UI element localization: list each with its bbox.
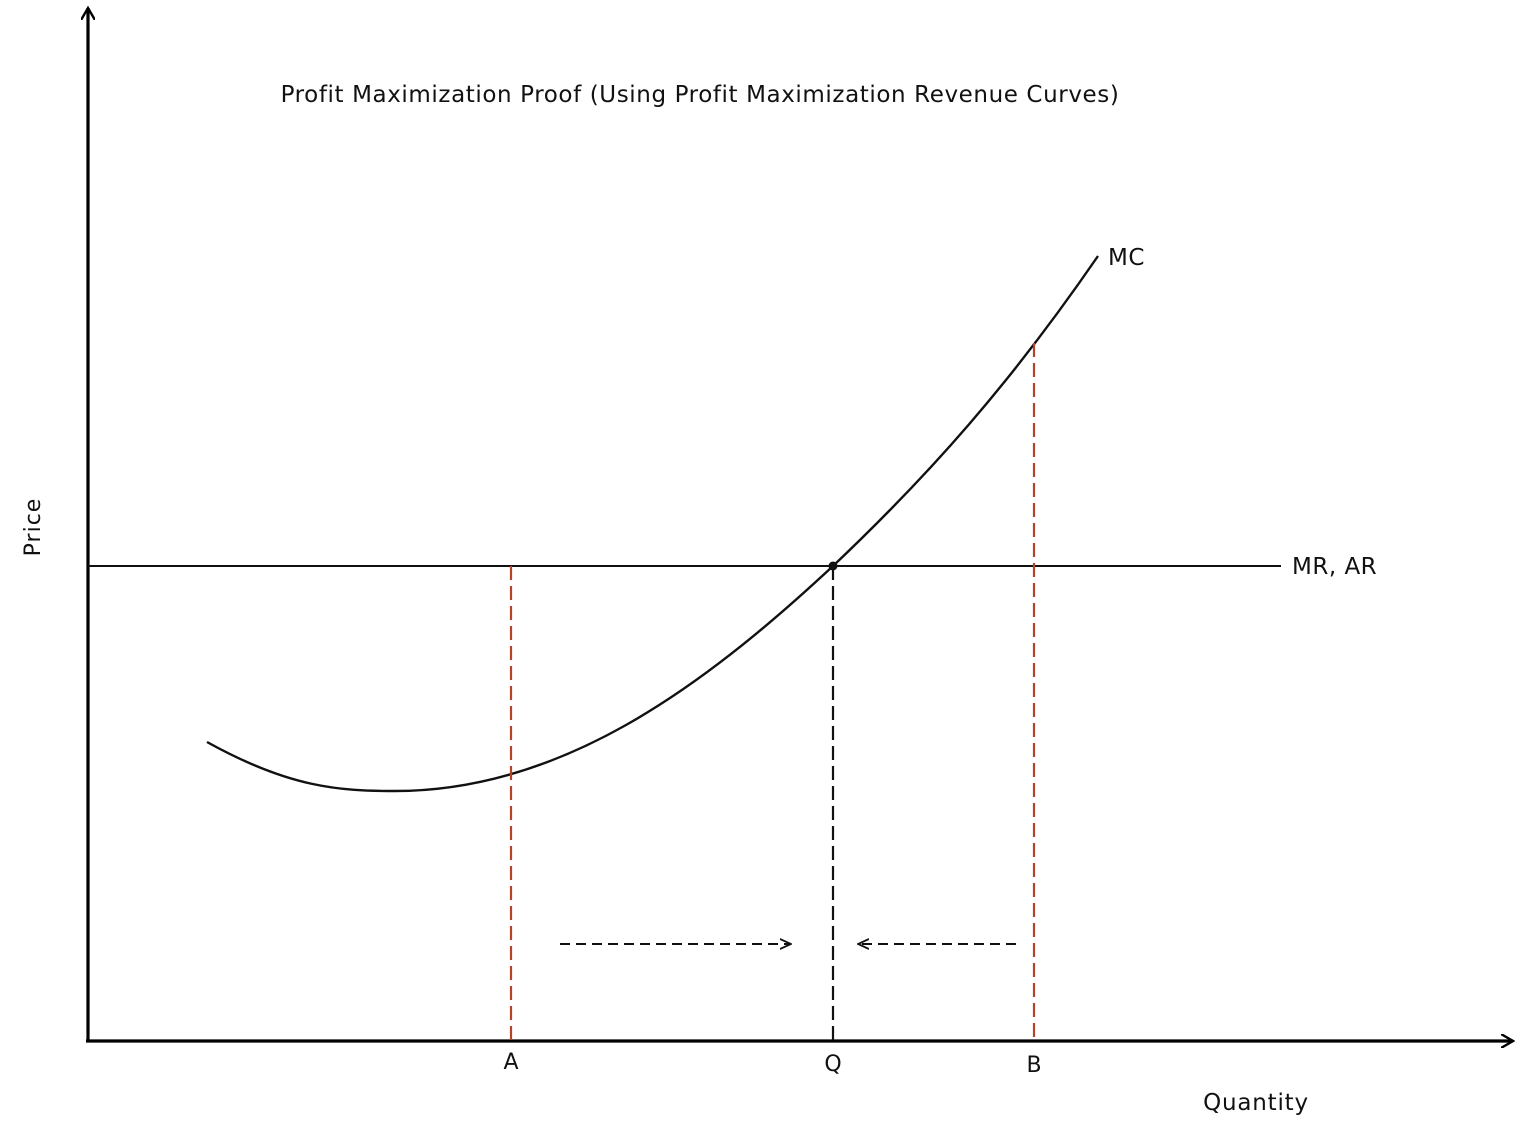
- optimum-point: [828, 561, 838, 571]
- quantity-b-label: B: [1026, 1053, 1041, 1078]
- mr-ar-label: MR, AR: [1292, 554, 1377, 580]
- mc-curve: [206, 255, 1099, 793]
- quantity-a-label: A: [503, 1050, 518, 1075]
- y-axis-label: Price: [21, 498, 46, 557]
- mc-label: MC: [1108, 245, 1145, 271]
- quantity-q-label: Q: [824, 1052, 841, 1077]
- diagram-title: Profit Maximization Proof (Using Profit …: [281, 82, 1120, 108]
- x-axis-label: Quantity: [1203, 1090, 1309, 1116]
